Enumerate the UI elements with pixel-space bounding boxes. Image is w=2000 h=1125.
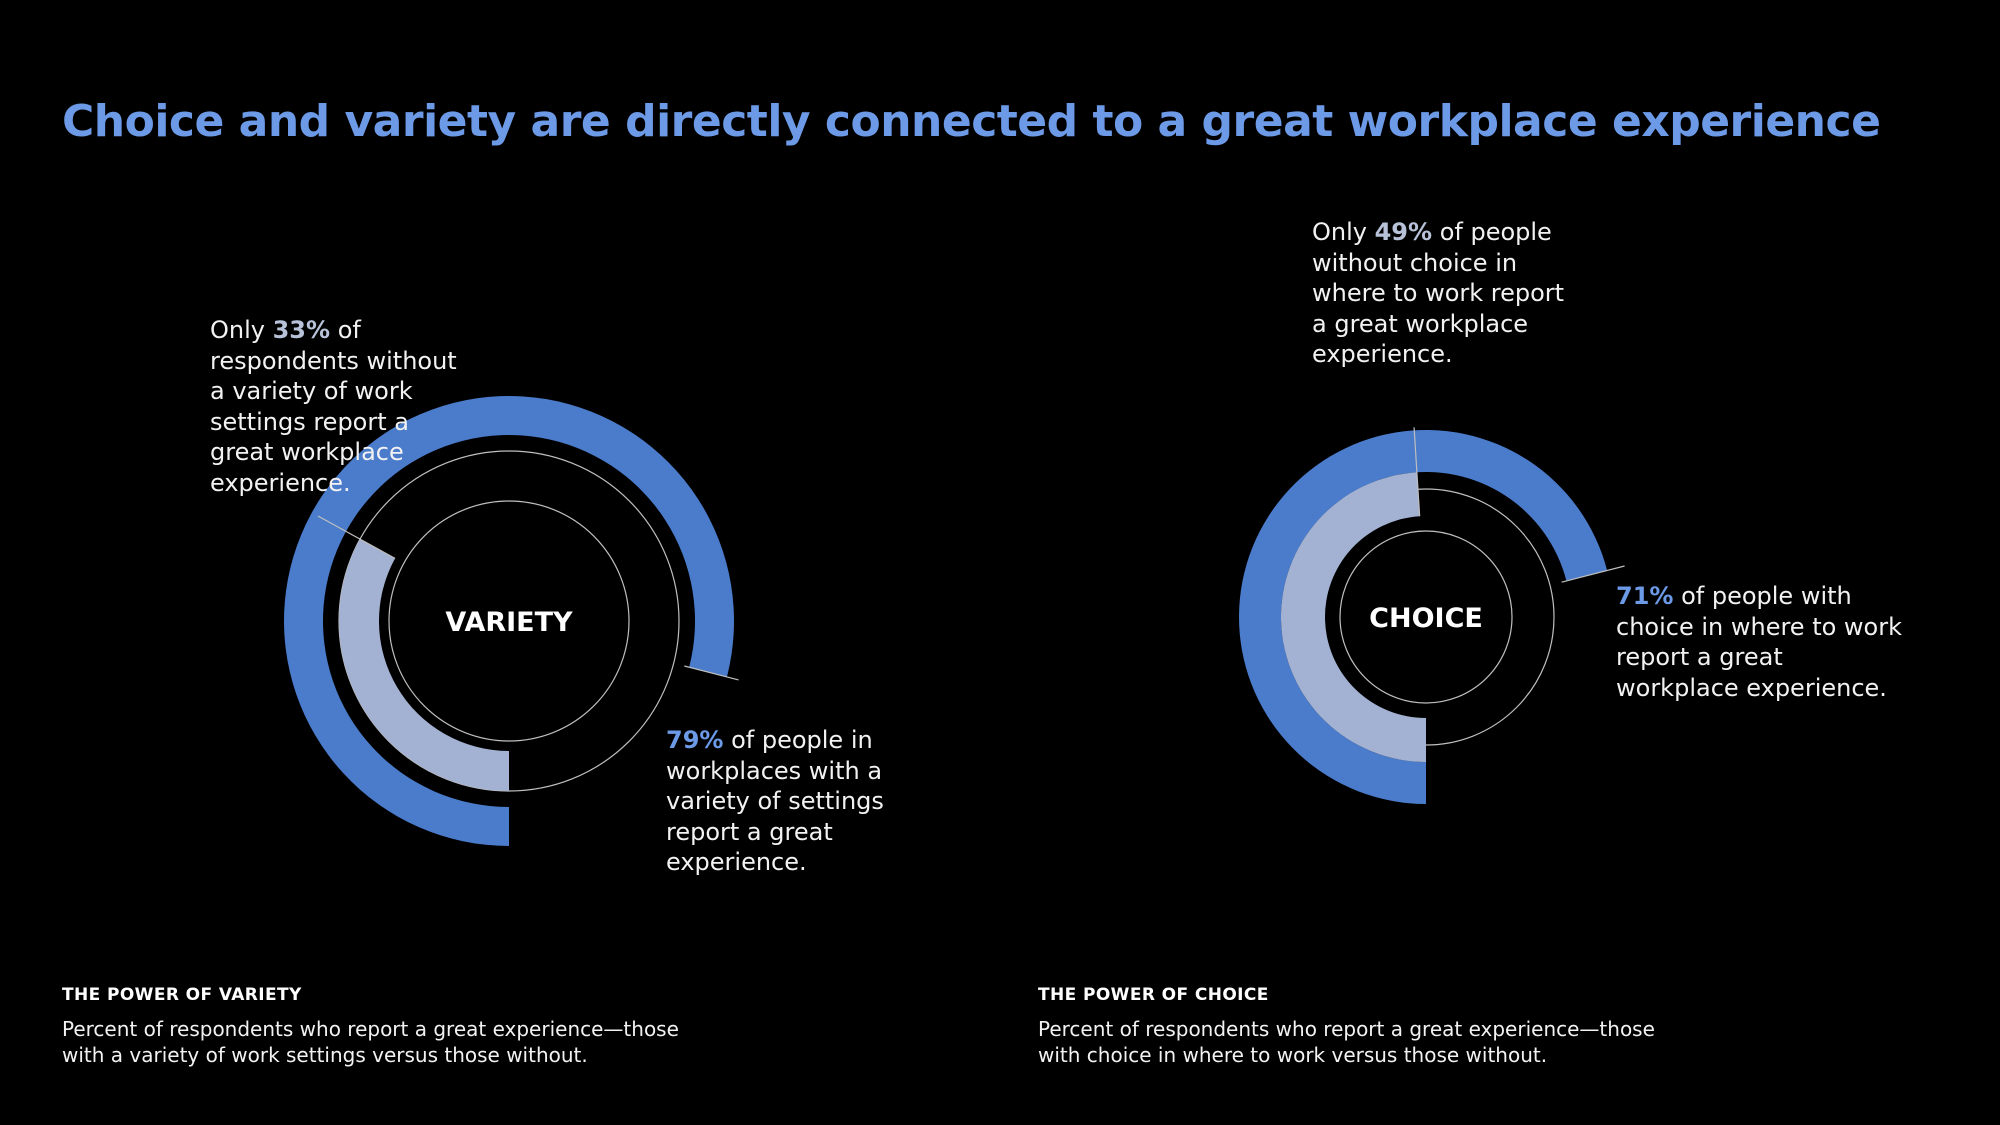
choice-caption-title: THE POWER OF CHOICE: [1038, 985, 1269, 1005]
variety-without-leader-line: [317, 515, 396, 559]
variety-without-text: of respondents without a variety of work…: [210, 316, 457, 497]
variety-without-arc: [339, 539, 509, 791]
choice-without-leader-line: [1413, 427, 1421, 517]
choice-with-pct: 71%: [1616, 582, 1674, 610]
page-title: Choice and variety are directly connecte…: [62, 96, 1881, 147]
variety-with-leader-line: [684, 665, 739, 681]
choice-without-arc: [1281, 472, 1426, 762]
variety-with-callout: 79% of people in workplaces with a varie…: [666, 725, 906, 878]
variety-center-label: VARIETY: [445, 607, 573, 638]
choice-without-prefix: Only: [1312, 218, 1375, 246]
choice-guide-circle-inner: [1339, 530, 1513, 704]
variety-caption-text: Percent of respondents who report a grea…: [62, 1017, 679, 1067]
choice-with-leader-line: [1561, 565, 1625, 583]
choice-without-text: of people without choice in where to wor…: [1312, 218, 1565, 368]
variety-guide-circle-inner: [388, 500, 630, 742]
choice-with-callout: 71% of people with choice in where to wo…: [1616, 581, 1906, 703]
choice-without-callout: Only 49% of people without choice in whe…: [1312, 217, 1582, 370]
variety-without-prefix: Only: [210, 316, 273, 344]
variety-with-text: of people in workplaces with a variety o…: [666, 726, 884, 876]
variety-without-pct: 33%: [272, 316, 331, 344]
choice-center-label: CHOICE: [1369, 603, 1483, 634]
choice-without-pct: 49%: [1374, 218, 1433, 246]
variety-with-pct: 79%: [666, 726, 724, 754]
variety-without-callout: Only 33% of respondents without a variet…: [210, 315, 470, 498]
choice-with-text: of people with choice in where to work r…: [1616, 582, 1902, 702]
choice-caption-text: Percent of respondents who report a grea…: [1038, 1017, 1655, 1067]
variety-caption-title: THE POWER OF VARIETY: [62, 985, 302, 1005]
